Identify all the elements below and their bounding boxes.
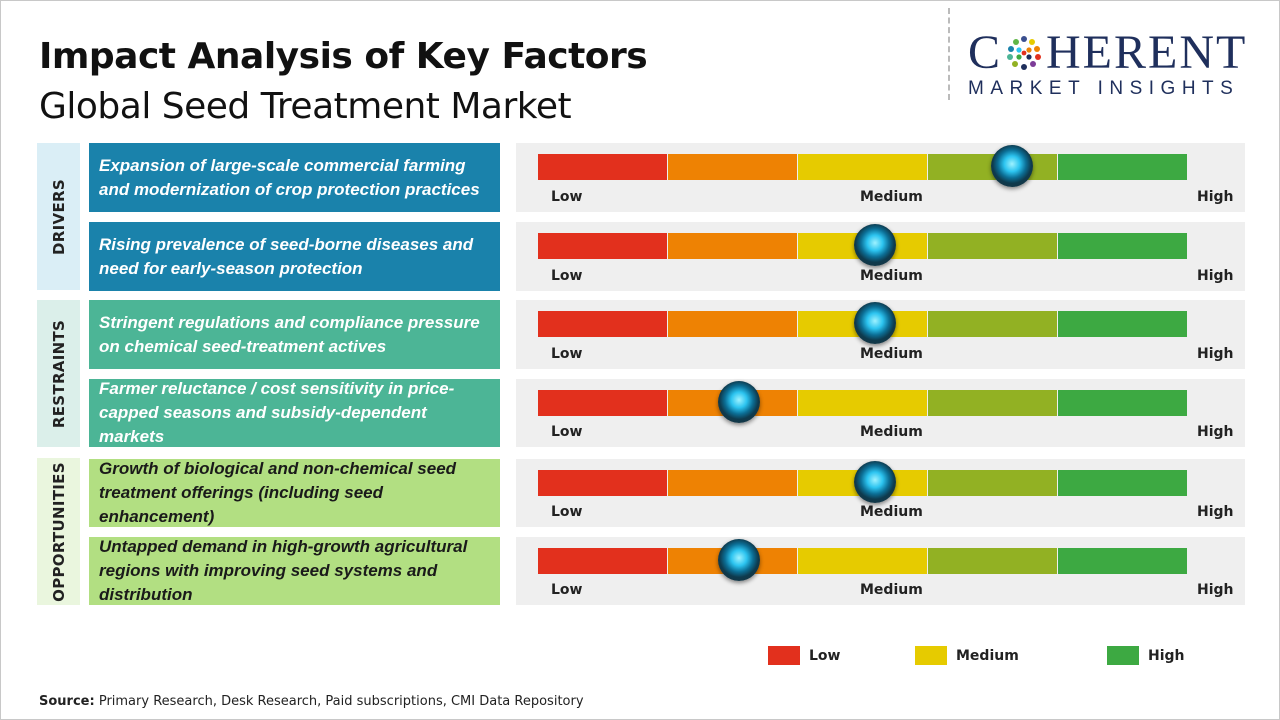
impact-indicator xyxy=(854,224,897,266)
impact-scale-bar xyxy=(538,390,1187,416)
factor-box: Rising prevalence of seed-borne diseases… xyxy=(89,222,500,291)
segment-medium-high xyxy=(928,233,1057,259)
high-label: High xyxy=(1197,268,1234,284)
low-label: Low xyxy=(551,346,583,362)
factor-box: Farmer reluctance / cost sensitivity in … xyxy=(89,379,500,447)
low-label: Low xyxy=(551,582,583,598)
factor-box: Expansion of large-scale commercial farm… xyxy=(89,143,500,212)
factor-text: Farmer reluctance / cost sensitivity in … xyxy=(99,379,455,446)
logo-wordmark: C HERENT xyxy=(968,26,1263,79)
legend-label: High xyxy=(1148,647,1185,664)
segment-medium-high xyxy=(928,311,1057,337)
legend-swatch xyxy=(768,646,800,665)
high-label: High xyxy=(1197,189,1234,205)
high-label: High xyxy=(1197,504,1234,520)
logo-dots-icon xyxy=(1007,36,1042,70)
factor-text: Rising prevalence of seed-borne diseases… xyxy=(99,234,474,278)
high-label: High xyxy=(1197,346,1234,362)
segment-low xyxy=(538,470,667,496)
high-label: High xyxy=(1197,582,1234,598)
impact-scale-bar xyxy=(538,154,1187,180)
chart-subtitle: Global Seed Treatment Market xyxy=(39,86,572,127)
category-opportunities: OPPORTUNITIES xyxy=(37,458,80,605)
segment-high xyxy=(1058,233,1187,259)
impact-indicator xyxy=(718,539,761,581)
low-label: Low xyxy=(551,268,583,284)
segment-medium-high xyxy=(928,470,1057,496)
segment-medium-high xyxy=(928,390,1057,416)
chart-title: Impact Analysis of Key Factors xyxy=(39,36,648,77)
segment-high xyxy=(1058,470,1187,496)
factor-box: Growth of biological and non-chemical se… xyxy=(89,459,500,527)
legend-swatch xyxy=(915,646,947,665)
impact-meter: Low Medium High xyxy=(516,379,1245,447)
logo-divider xyxy=(948,8,950,100)
impact-scale-bar xyxy=(538,311,1187,337)
source-note: Source: Primary Research, Desk Research,… xyxy=(39,694,584,709)
impact-meter: Low Medium High xyxy=(516,143,1245,212)
category-label: DRIVERS xyxy=(49,178,68,255)
medium-label: Medium xyxy=(860,424,923,440)
segment-medium-high xyxy=(928,548,1057,574)
legend-label: Low xyxy=(809,647,841,664)
segment-high xyxy=(1058,548,1187,574)
segment-low-medium xyxy=(668,470,797,496)
logo-tagline: MARKET INSIGHTS xyxy=(968,78,1240,99)
segment-low xyxy=(538,154,667,180)
low-label: Low xyxy=(551,504,583,520)
logo-name-left: C xyxy=(968,26,1003,79)
impact-indicator xyxy=(854,302,897,344)
segment-low xyxy=(538,548,667,574)
factor-box: Stringent regulations and compliance pre… xyxy=(89,300,500,369)
segment-medium xyxy=(798,390,927,416)
medium-label: Medium xyxy=(860,189,923,205)
legend-label: Medium xyxy=(956,647,1019,664)
category-drivers: DRIVERS xyxy=(37,143,80,290)
factor-text: Expansion of large-scale commercial farm… xyxy=(99,155,480,199)
impact-meter: Low Medium High xyxy=(516,459,1245,527)
segment-low-medium xyxy=(668,233,797,259)
factor-text: Stringent regulations and compliance pre… xyxy=(99,312,480,356)
impact-indicator xyxy=(990,145,1033,187)
impact-meter: Low Medium High xyxy=(516,222,1245,291)
legend-item-high: High xyxy=(1107,646,1185,665)
segment-low-medium xyxy=(668,154,797,180)
factor-text: Growth of biological and non-chemical se… xyxy=(99,459,457,526)
segment-low xyxy=(538,311,667,337)
source-text: Primary Research, Desk Research, Paid su… xyxy=(98,694,584,709)
factor-text: Untapped demand in high-growth agricultu… xyxy=(99,537,468,604)
legend-item-low: Low xyxy=(768,646,840,665)
company-logo: C HERENT MARKET INSIGHTS xyxy=(968,26,1263,100)
segment-low xyxy=(538,233,667,259)
segment-medium xyxy=(798,154,927,180)
medium-label: Medium xyxy=(860,504,923,520)
low-label: Low xyxy=(551,424,583,440)
segment-high xyxy=(1058,390,1187,416)
factor-box: Untapped demand in high-growth agricultu… xyxy=(89,537,500,605)
legend-item-medium: Medium xyxy=(915,646,1019,665)
impact-scale-bar xyxy=(538,233,1187,259)
category-label: OPPORTUNITIES xyxy=(49,461,68,602)
segment-low xyxy=(538,390,667,416)
segment-low-medium xyxy=(668,311,797,337)
segment-high xyxy=(1058,311,1187,337)
medium-label: Medium xyxy=(860,582,923,598)
impact-indicator xyxy=(854,461,897,503)
medium-label: Medium xyxy=(860,268,923,284)
category-restraints: RESTRAINTS xyxy=(37,300,80,447)
low-label: Low xyxy=(551,189,583,205)
logo-name-right: HERENT xyxy=(1046,26,1248,79)
impact-meter: Low Medium High xyxy=(516,537,1245,605)
category-label: RESTRAINTS xyxy=(49,319,68,428)
legend-swatch xyxy=(1107,646,1139,665)
segment-medium xyxy=(798,548,927,574)
impact-indicator xyxy=(718,381,761,423)
impact-scale-bar xyxy=(538,548,1187,574)
segment-high xyxy=(1058,154,1187,180)
medium-label: Medium xyxy=(860,346,923,362)
source-label: Source: xyxy=(39,694,95,709)
high-label: High xyxy=(1197,424,1234,440)
impact-meter: Low Medium High xyxy=(516,300,1245,369)
